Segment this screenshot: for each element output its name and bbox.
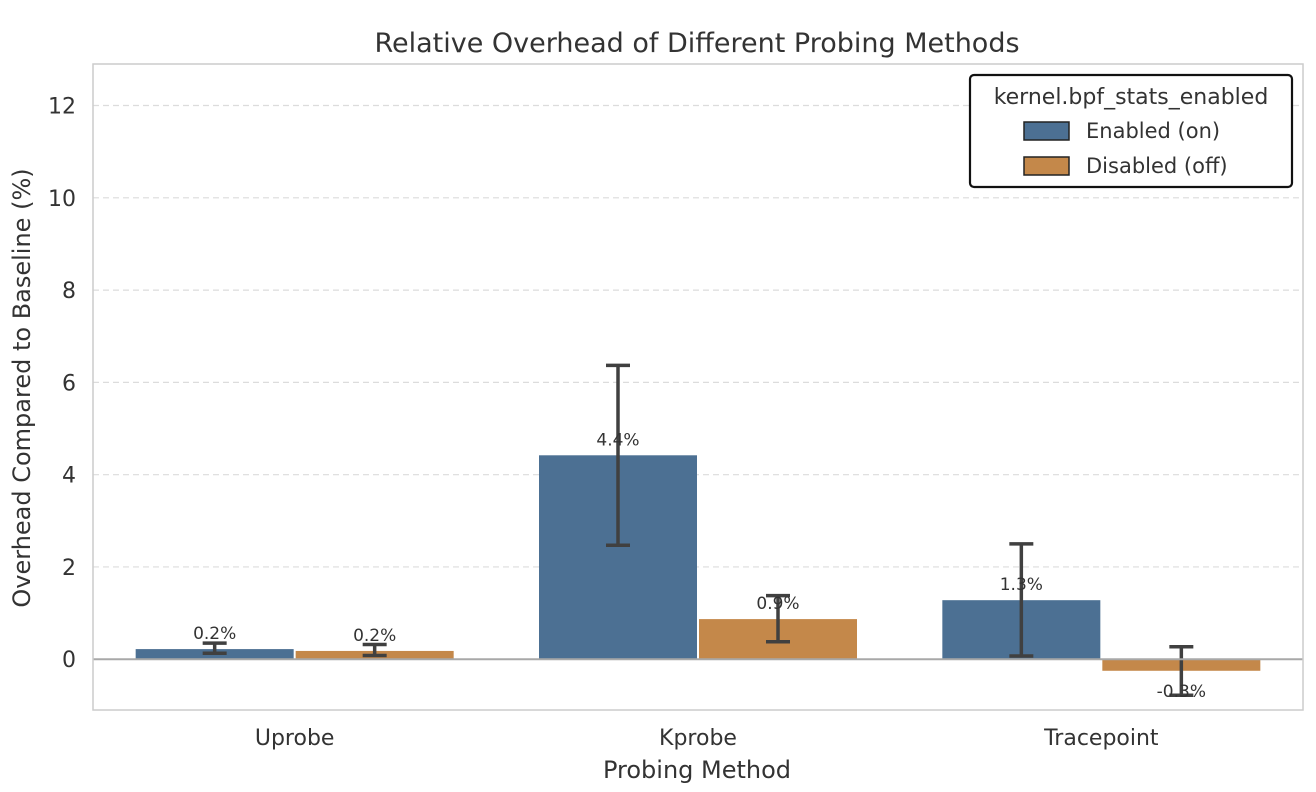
legend-label-disabled: Disabled (off) xyxy=(1086,154,1228,178)
x-axis-ticks: Uprobe Kprobe Tracepoint xyxy=(255,726,1159,751)
legend: kernel.bpf_stats_enabled Enabled (on) Di… xyxy=(968,73,1294,189)
x-tick-label: Kprobe xyxy=(659,726,737,751)
bar-value-label: -0.3% xyxy=(1157,682,1206,702)
y-tick-label: 10 xyxy=(48,187,76,212)
y-axis-label: Overhead Compared to Baseline (%) xyxy=(8,168,36,607)
bar-value-label: 0.2% xyxy=(193,624,236,644)
y-tick-label: 2 xyxy=(62,556,76,581)
y-axis-ticks: 0 2 4 6 8 10 12 xyxy=(48,95,76,674)
y-tick-label: 8 xyxy=(62,279,76,304)
error-bar xyxy=(1009,542,1034,658)
bar-value-label: 4.4% xyxy=(596,430,639,450)
x-tick-label: Uprobe xyxy=(255,726,335,751)
legend-swatch-disabled xyxy=(1023,156,1070,176)
gridlines xyxy=(93,104,1303,568)
plot-frame xyxy=(92,63,1304,711)
legend-swatch-enabled xyxy=(1023,121,1070,141)
chart-title: Relative Overhead of Different Probing M… xyxy=(374,28,1019,59)
error-bar xyxy=(362,642,387,658)
y-tick-label: 4 xyxy=(62,464,76,489)
bar-value-label: 0.2% xyxy=(353,626,396,646)
error-bars xyxy=(202,363,1194,697)
y-tick-label: 6 xyxy=(62,371,76,396)
y-tick-label: 12 xyxy=(48,95,76,120)
y-tick-label: 0 xyxy=(62,648,76,673)
bars xyxy=(135,455,1261,671)
error-bar xyxy=(606,363,630,548)
x-tick-label: Tracepoint xyxy=(1043,726,1159,751)
legend-title: kernel.bpf_stats_enabled xyxy=(994,85,1269,110)
legend-label-enabled: Enabled (on) xyxy=(1086,119,1220,143)
error-bar xyxy=(202,641,227,655)
error-bar xyxy=(1169,645,1194,697)
error-bar xyxy=(766,593,790,644)
bar-value-label: 0.9% xyxy=(756,594,799,614)
x-axis-label: Probing Method xyxy=(603,756,791,784)
bar-value-label: 1.3% xyxy=(1000,575,1043,595)
bar-labels: 0.2% 4.4% 1.3% 0.2% 0.9% -0.3% xyxy=(193,430,1206,701)
